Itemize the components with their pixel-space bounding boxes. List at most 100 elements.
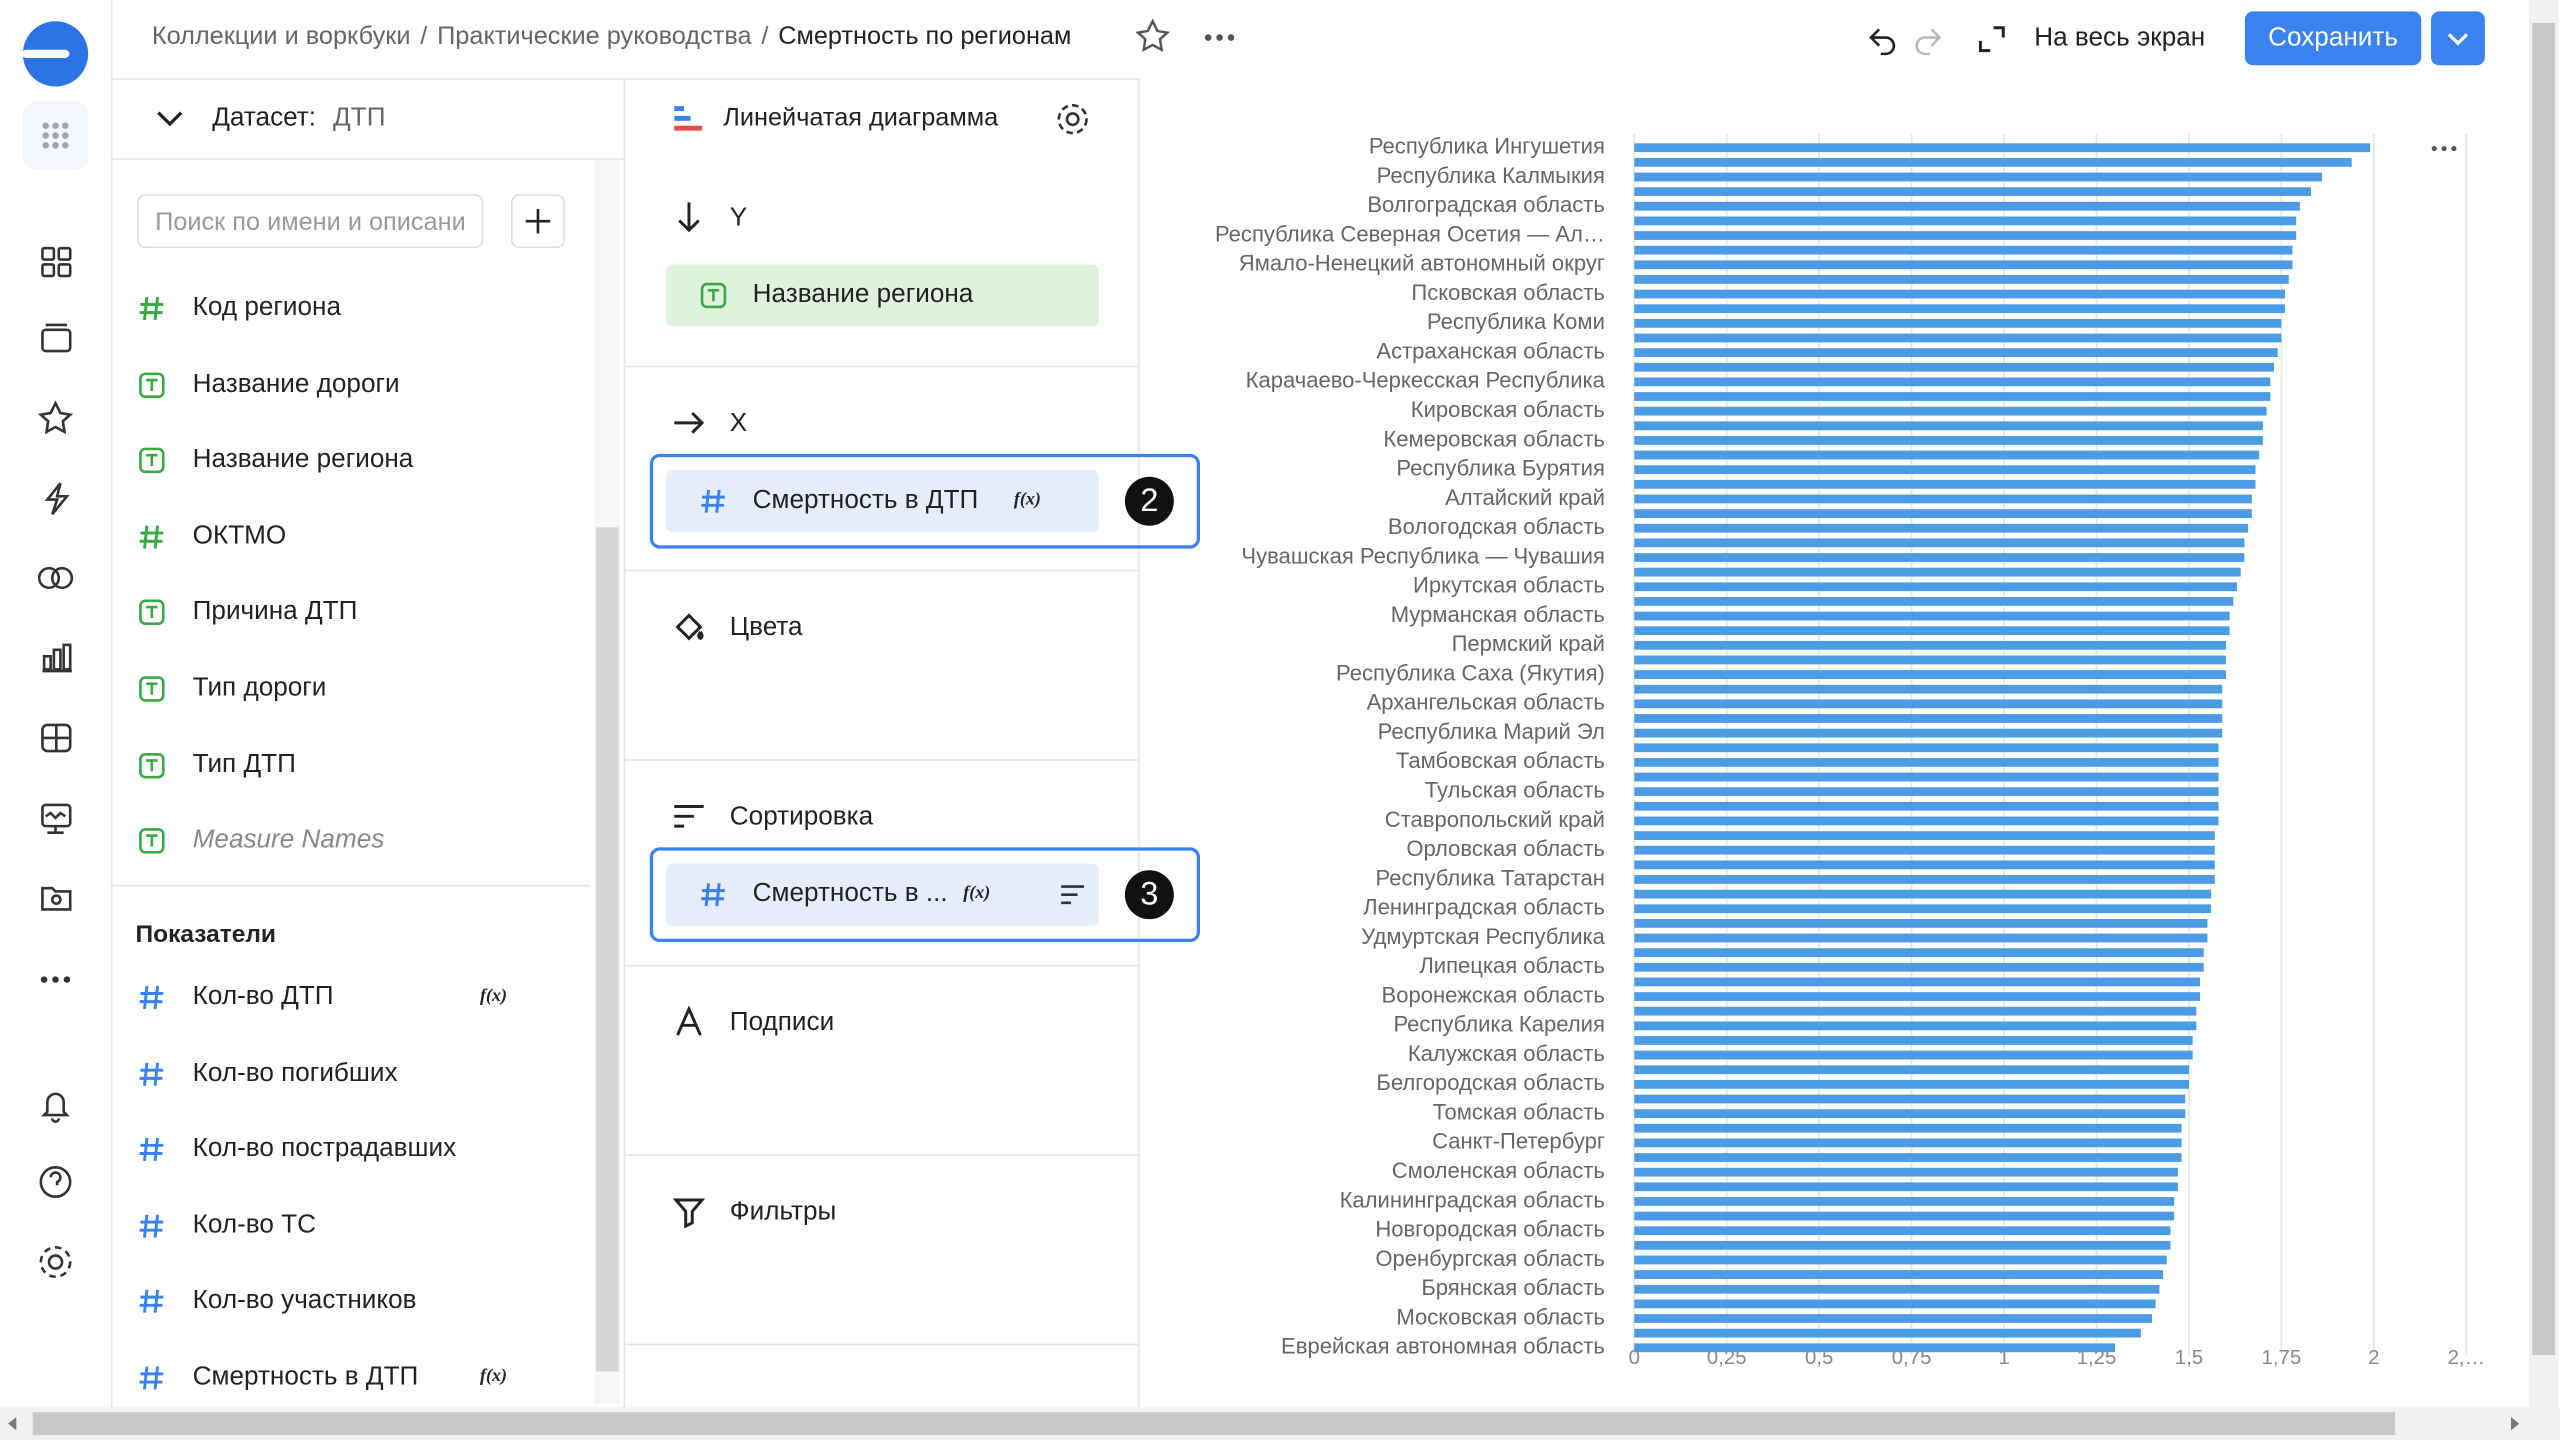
breadcrumbs: Коллекции и воркбуки / Практические руково…	[152, 23, 1072, 56]
y-tick-label: Белгородская область	[1376, 1070, 1605, 1095]
bar	[1634, 875, 2215, 884]
nav-collections[interactable]	[41, 323, 72, 353]
y-tick-label: Кировская область	[1411, 397, 1605, 422]
collapse-icon[interactable]	[150, 103, 189, 136]
section-title: Сортировка	[729, 803, 874, 832]
bar	[1634, 567, 2241, 577]
measure-field[interactable]: Кол-во ТС	[192, 1210, 316, 1239]
bar	[1634, 1138, 2182, 1148]
y-tick-label: Смоленская область	[1392, 1158, 1605, 1183]
nav-folders[interactable]	[41, 886, 72, 911]
scroll-thumb[interactable]	[595, 527, 619, 1372]
bar	[1634, 728, 2223, 738]
logo[interactable]	[22, 21, 89, 87]
placed-field[interactable]	[666, 469, 1099, 532]
search-input[interactable]: Поиск по имени и описани	[137, 194, 484, 249]
filter-icon	[672, 1197, 706, 1228]
fullscreen-icon[interactable]	[1972, 20, 2011, 59]
section-icon	[672, 1197, 706, 1228]
measure-field[interactable]: Смертность в ДТП	[192, 1362, 419, 1391]
add-field-button[interactable]	[511, 194, 565, 249]
chart-settings[interactable]	[1053, 100, 1092, 139]
redo-button[interactable]	[1915, 28, 1942, 56]
badge	[139, 371, 165, 398]
x-tick-label: 1,75	[2262, 1347, 2302, 1369]
sort-direction	[1061, 885, 1085, 905]
y-tick-label: Иркутская область	[1413, 573, 1605, 598]
vscroll-thumb[interactable]	[2532, 22, 2556, 1356]
breadcrumb[interactable]: Практические руководства	[437, 22, 752, 51]
x-tick-label: 1,5	[2175, 1347, 2203, 1369]
dimension-field[interactable]: ОКТМО	[192, 522, 287, 550]
save-menu-button[interactable]	[2431, 11, 2485, 66]
breadcrumb[interactable]: Коллекции и воркбуки	[151, 22, 411, 51]
chart-type-icon	[674, 106, 703, 131]
y-tick-label: Ставропольский край	[1385, 807, 1605, 832]
divider	[111, 158, 626, 160]
dimension-field[interactable]: Причина ДТП	[192, 598, 358, 626]
x-tick-label: 0,75	[1892, 1347, 1932, 1369]
badge	[139, 600, 165, 626]
nav-actions[interactable]	[44, 482, 70, 516]
placed-field-name[interactable]: Смертность в ДТП	[752, 485, 979, 514]
nav-notifications[interactable]	[40, 1092, 71, 1123]
bar	[1634, 1328, 2141, 1338]
nav-charts[interactable]	[42, 643, 72, 673]
nav-monitor[interactable]	[41, 803, 72, 834]
measures-title: Показатели	[135, 920, 276, 949]
dimension-field[interactable]: Тип ДТП	[192, 750, 296, 779]
y-tick-label: Орловская область	[1406, 836, 1604, 861]
nav-settings[interactable]	[39, 1246, 72, 1279]
section-divider	[625, 964, 1138, 966]
text-icon	[139, 447, 165, 474]
number-icon	[139, 1365, 164, 1389]
label-icon	[676, 1004, 702, 1035]
nav-more[interactable]	[40, 976, 71, 983]
placed-field[interactable]	[666, 264, 1099, 327]
formula-badge: f(x)	[479, 986, 507, 1006]
dimension-field[interactable]: Код региона	[192, 293, 341, 322]
bar	[1634, 1314, 2152, 1323]
measure-field[interactable]: Кол-во пострадавших	[192, 1134, 457, 1163]
placed-field[interactable]	[666, 863, 1099, 926]
y-tick-label: Республика Карелия	[1393, 1012, 1604, 1037]
dataset-name[interactable]: ДТП	[333, 104, 386, 133]
hscroll-thumb[interactable]	[32, 1412, 2396, 1436]
favorite-button[interactable]	[1135, 18, 1171, 53]
bar	[1634, 509, 2252, 518]
dimension-field[interactable]: Название региона	[192, 446, 414, 474]
y-tick-label: Тульская область	[1425, 777, 1605, 802]
nav-help[interactable]	[39, 1166, 72, 1199]
nav-editor[interactable]	[41, 723, 72, 753]
formula-badge: f(x)	[963, 883, 991, 903]
measure-field[interactable]: Кол-во участников	[192, 1286, 417, 1315]
badge	[139, 828, 165, 854]
y-tick-label: Томская область	[1433, 1099, 1605, 1124]
nav-favorites[interactable]	[37, 400, 74, 435]
measure-field[interactable]: Кол-во ДТП	[192, 982, 334, 1011]
fullscreen-button[interactable]: На весь экран	[2034, 24, 2206, 53]
chart-type[interactable]: Линейчатая диаграмма	[723, 104, 999, 133]
callout-badge	[1124, 870, 1174, 920]
placed-field-name[interactable]: Смертность в ...	[752, 879, 948, 908]
bar	[1634, 992, 2201, 1001]
save-button[interactable]: Сохранить	[2244, 11, 2422, 66]
more-button[interactable]	[1204, 34, 1235, 41]
breadcrumb[interactable]: Смертность по регионам	[778, 22, 1072, 51]
dimension-field[interactable]: Тип дороги	[192, 674, 327, 703]
measure-field[interactable]: Кол-во погибших	[192, 1058, 398, 1087]
dimension-field[interactable]: Measure Names	[192, 826, 385, 855]
chart-menu[interactable]	[2431, 145, 2457, 152]
undo-button[interactable]	[1869, 28, 1896, 56]
letter	[146, 606, 158, 619]
y-tick-label: Брянская область	[1421, 1275, 1605, 1300]
y-tick-label: Чувашская Республика — Чувашия	[1241, 543, 1604, 568]
bar	[1634, 1094, 2186, 1104]
nav-links[interactable]	[37, 566, 74, 590]
bar	[1634, 1167, 2178, 1177]
placed-field-name[interactable]: Название региона	[752, 280, 974, 309]
dimension-field[interactable]: Название дороги	[192, 369, 400, 398]
bar	[1634, 743, 2219, 753]
nav-dashboards[interactable]	[41, 246, 72, 278]
